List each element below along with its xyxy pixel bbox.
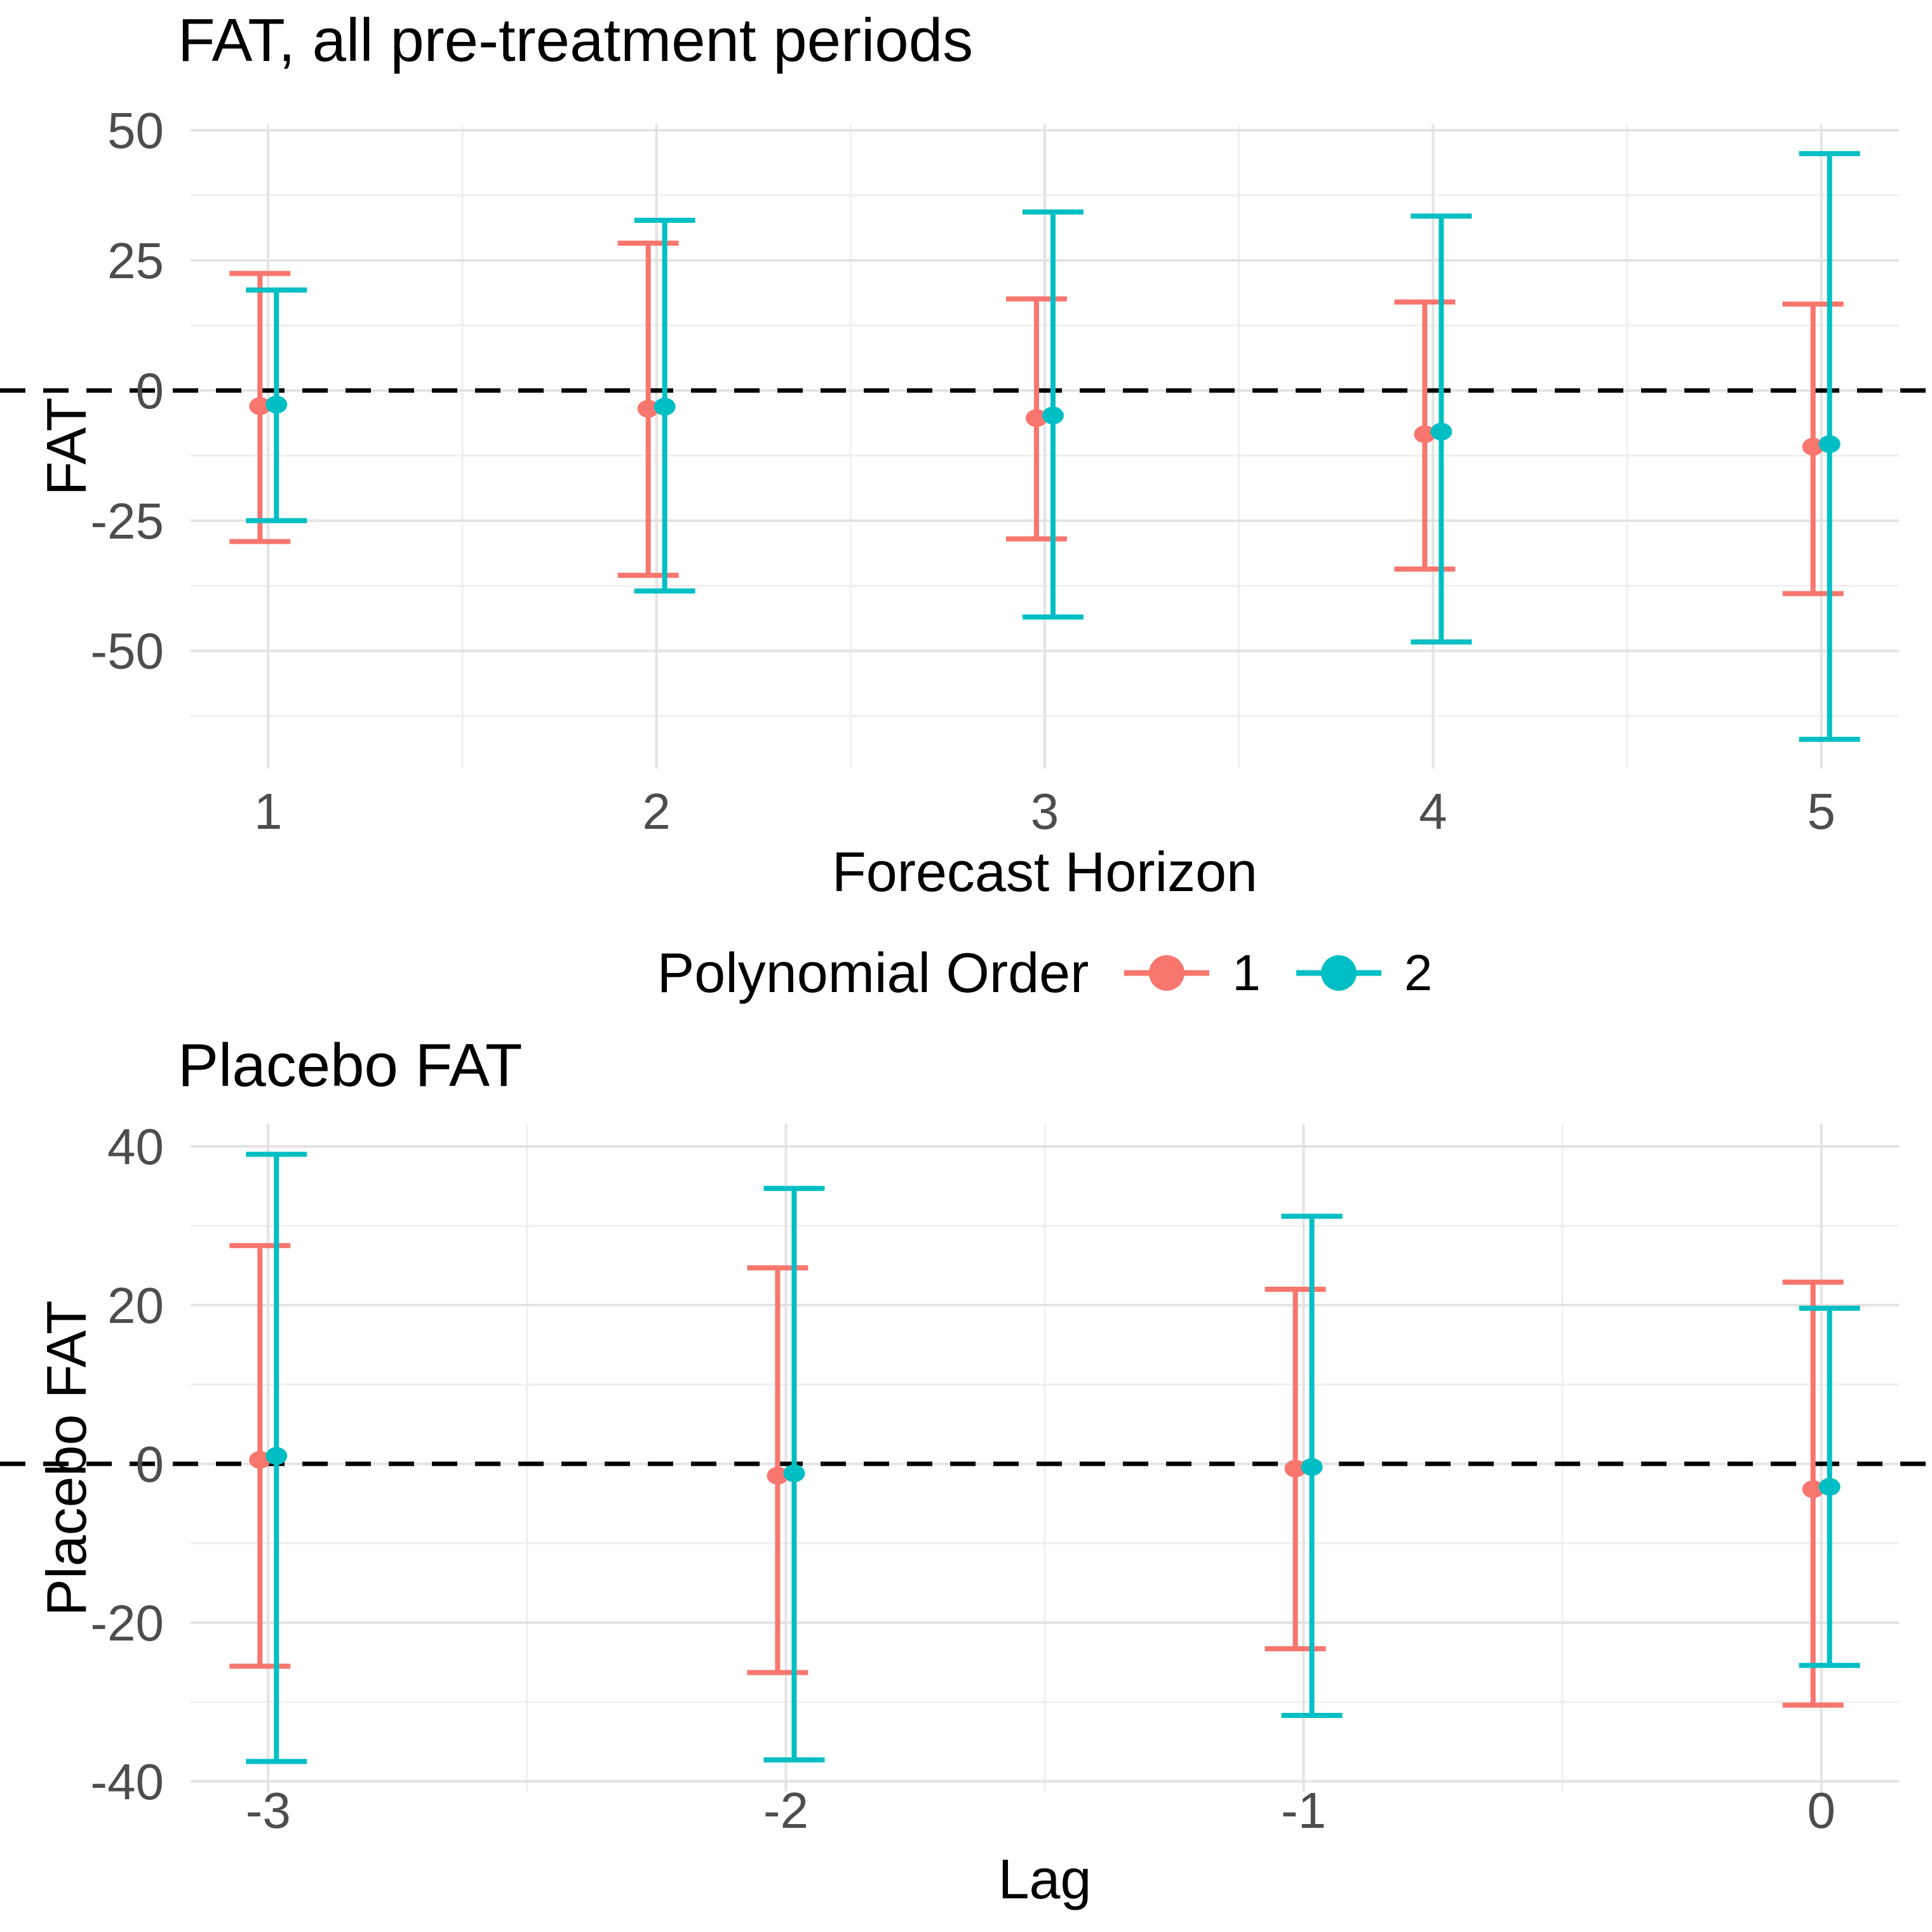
y-tick-label: 25: [107, 232, 164, 289]
x-tick-label: -2: [763, 1782, 808, 1839]
point-order-2-x-3: [265, 1447, 288, 1465]
legend-key-point-2: [1320, 955, 1357, 991]
x-tick-label: 5: [1807, 783, 1835, 840]
x-tick-label: -3: [246, 1782, 291, 1839]
fat-x-axis-title: Forecast Horizon: [831, 840, 1258, 903]
fat-panel: 50 25 0 -25 -50 1 2 3 4 5: [0, 102, 1932, 840]
legend-item-order-2: 2: [1291, 940, 1433, 1006]
x-tick-label: 4: [1419, 783, 1447, 840]
y-tick-label: 50: [107, 102, 164, 159]
point-order-2-x5: [1818, 435, 1841, 453]
points-order-2: [265, 396, 1841, 453]
point-order-1-x5: [1802, 438, 1824, 456]
point-order-2-x-1: [1301, 1458, 1323, 1476]
point-order-1-x1: [249, 397, 271, 415]
y-tick-label: 0: [136, 363, 164, 419]
legend-item-order-1: 1: [1119, 940, 1261, 1006]
y-tick-label: -50: [90, 623, 164, 680]
points-order-1: [249, 397, 1824, 456]
placebo-x-axis-title: Lag: [998, 1848, 1092, 1910]
points-order-2: [265, 1447, 1841, 1496]
point-order-1-x2: [637, 399, 659, 418]
errorbar-point-icon: [1296, 955, 1381, 991]
fat-panel-title: FAT, all pre-treatment periods: [178, 6, 974, 74]
point-order-1-x4: [1414, 425, 1436, 443]
y-tick-label: -20: [90, 1595, 164, 1651]
placebo-y-axis-title: Placebo FAT: [35, 1300, 98, 1616]
point-order-2-x0: [1818, 1478, 1841, 1496]
x-tick-label: 2: [642, 783, 671, 840]
legend-title: Polynomial Order: [657, 941, 1089, 1004]
point-order-2-x-2: [783, 1464, 805, 1482]
y-tick-label: 20: [107, 1277, 164, 1334]
x-tick-label: -1: [1281, 1782, 1326, 1839]
y-tick-label: 40: [107, 1118, 164, 1175]
legend-label-2: 2: [1404, 944, 1433, 1001]
point-order-1-x-3: [249, 1451, 271, 1469]
legend-label-1: 1: [1232, 944, 1261, 1001]
fat-y-axis-title: FAT: [35, 397, 98, 496]
grid-major: [191, 124, 1899, 768]
y-tick-label: -40: [90, 1754, 164, 1810]
errorbar-point-icon: [1124, 955, 1210, 991]
x-tick-label: 1: [254, 783, 283, 840]
placebo-panel: 40 20 0 -20 -40 -3 -2 -1 0: [0, 1118, 1932, 1839]
point-order-1-x3: [1026, 409, 1047, 427]
legend: Polynomial Order 1 2: [191, 935, 1899, 1011]
point-order-2-x2: [654, 398, 676, 416]
point-order-2-x3: [1042, 406, 1064, 425]
point-order-1-x-2: [767, 1466, 789, 1485]
x-tick-label: 3: [1031, 783, 1059, 840]
point-order-1-x-1: [1284, 1459, 1306, 1478]
grid-minor: [191, 1124, 1899, 1792]
points-order-1: [249, 1451, 1824, 1498]
placebo-panel-title: Placebo FAT: [178, 1031, 523, 1099]
y-tick-label: -25: [90, 493, 164, 549]
point-order-2-x4: [1430, 422, 1452, 441]
legend-key-point-1: [1149, 955, 1185, 991]
errorbars-order-2: [246, 1151, 1860, 1764]
y-tick-label: 0: [136, 1436, 164, 1493]
point-order-1-x0: [1802, 1480, 1824, 1498]
errorbars-order-1: [229, 1243, 1844, 1708]
point-order-2-x1: [265, 396, 288, 414]
x-tick-label: 0: [1807, 1782, 1835, 1839]
